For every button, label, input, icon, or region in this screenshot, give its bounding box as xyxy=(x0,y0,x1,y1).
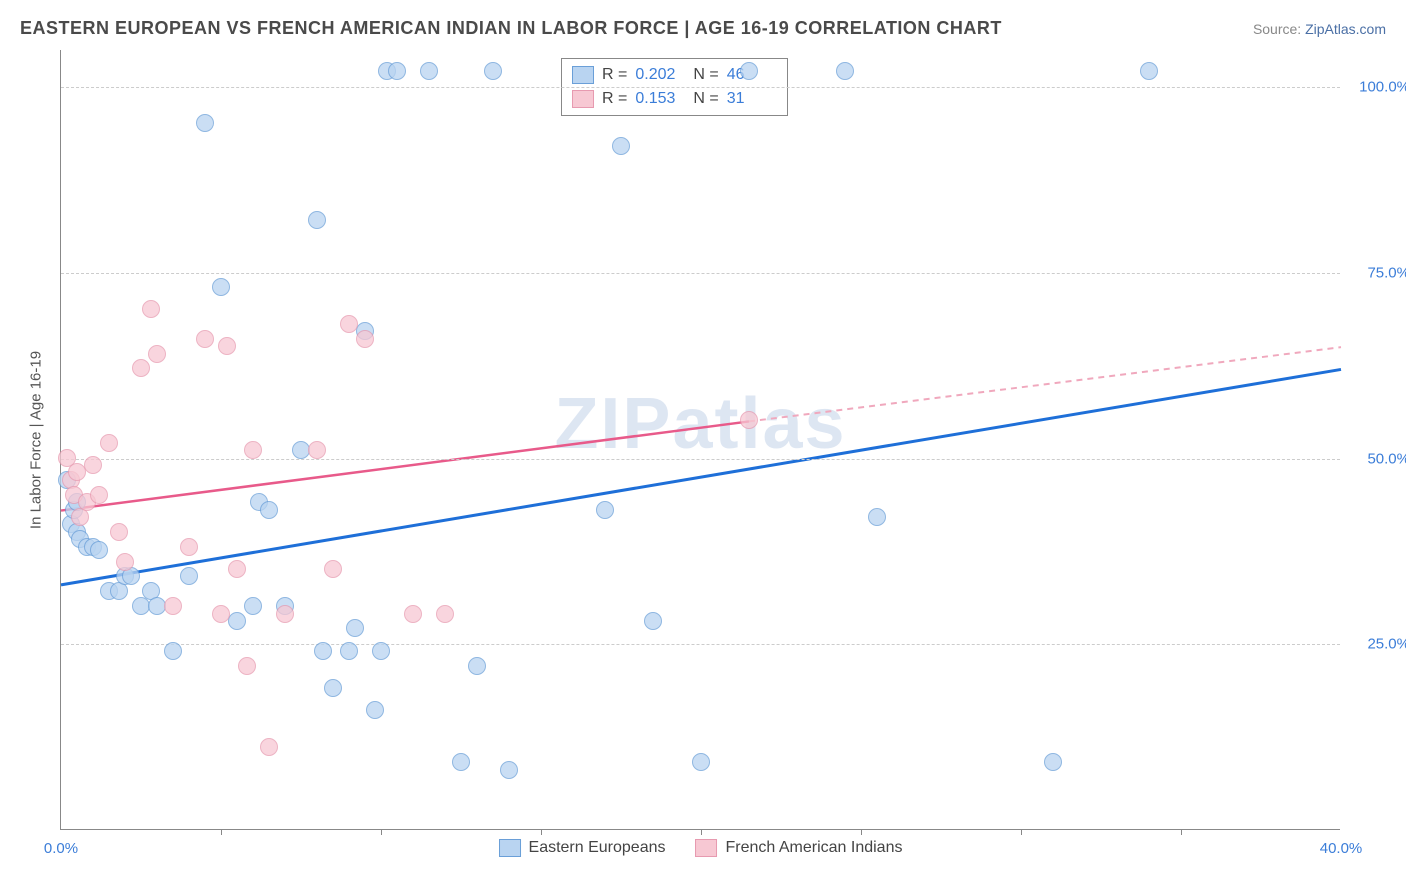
xtick-label: 0.0% xyxy=(44,840,78,857)
chart-container: In Labor Force | Age 16-19 ZIPatlas R = … xyxy=(20,50,1390,890)
data-point xyxy=(340,642,358,660)
gridline-h xyxy=(61,273,1340,274)
data-point xyxy=(484,62,502,80)
chart-title: EASTERN EUROPEAN VS FRENCH AMERICAN INDI… xyxy=(20,18,1002,39)
data-point xyxy=(356,330,374,348)
r-label: R = xyxy=(602,66,627,84)
data-point xyxy=(452,753,470,771)
data-point xyxy=(164,597,182,615)
data-point xyxy=(366,701,384,719)
data-point xyxy=(644,612,662,630)
data-point xyxy=(148,345,166,363)
data-point xyxy=(324,560,342,578)
data-point xyxy=(612,137,630,155)
data-point xyxy=(314,642,332,660)
data-point xyxy=(84,456,102,474)
data-point xyxy=(132,359,150,377)
data-point xyxy=(180,567,198,585)
trend-line xyxy=(61,421,749,510)
legend-swatch-0 xyxy=(572,66,594,84)
plot-area: In Labor Force | Age 16-19 ZIPatlas R = … xyxy=(60,50,1340,830)
ytick-label: 100.0% xyxy=(1350,79,1406,96)
xtick xyxy=(541,829,542,835)
data-point xyxy=(238,657,256,675)
data-point xyxy=(164,642,182,660)
data-point xyxy=(308,441,326,459)
gridline-h xyxy=(61,87,1340,88)
n-label: N = xyxy=(693,66,718,84)
data-point xyxy=(346,619,364,637)
data-point xyxy=(100,434,118,452)
ytick-label: 25.0% xyxy=(1350,636,1406,653)
data-point xyxy=(740,411,758,429)
data-point xyxy=(196,330,214,348)
legend-row-series-1: R = 0.153 N = 31 xyxy=(572,87,777,111)
legend-item-0: Eastern Europeans xyxy=(499,839,666,857)
xtick xyxy=(381,829,382,835)
xtick xyxy=(861,829,862,835)
data-point xyxy=(228,560,246,578)
data-point xyxy=(500,761,518,779)
xtick xyxy=(1021,829,1022,835)
data-point xyxy=(436,605,454,623)
r-value-1: 0.153 xyxy=(635,90,685,108)
data-point xyxy=(260,501,278,519)
data-point xyxy=(740,62,758,80)
r-label: R = xyxy=(602,90,627,108)
data-point xyxy=(90,486,108,504)
data-point xyxy=(596,501,614,519)
xtick xyxy=(701,829,702,835)
data-point xyxy=(1140,62,1158,80)
data-point xyxy=(228,612,246,630)
gridline-h xyxy=(61,644,1340,645)
data-point xyxy=(868,508,886,526)
ytick-label: 50.0% xyxy=(1350,450,1406,467)
legend-swatch-bottom-1 xyxy=(696,839,718,857)
y-axis-label: In Labor Force | Age 16-19 xyxy=(28,350,45,528)
n-value-1: 31 xyxy=(727,90,777,108)
n-label: N = xyxy=(693,90,718,108)
legend-swatch-1 xyxy=(572,90,594,108)
data-point xyxy=(692,753,710,771)
xtick-label: 40.0% xyxy=(1320,840,1363,857)
source-link[interactable]: ZipAtlas.com xyxy=(1305,21,1386,37)
data-point xyxy=(276,605,294,623)
xtick xyxy=(221,829,222,835)
legend-label-1: French American Indians xyxy=(726,839,903,857)
legend-swatch-bottom-0 xyxy=(499,839,521,857)
data-point xyxy=(244,597,262,615)
data-point xyxy=(340,315,358,333)
data-point xyxy=(260,738,278,756)
xtick xyxy=(1181,829,1182,835)
data-point xyxy=(404,605,422,623)
data-point xyxy=(468,657,486,675)
data-point xyxy=(110,523,128,541)
trend-line xyxy=(61,369,1341,584)
data-point xyxy=(90,541,108,559)
legend-label-0: Eastern Europeans xyxy=(529,839,666,857)
chart-header: EASTERN EUROPEAN VS FRENCH AMERICAN INDI… xyxy=(20,18,1386,39)
legend-item-1: French American Indians xyxy=(696,839,903,857)
source-prefix: Source: xyxy=(1253,21,1305,37)
data-point xyxy=(372,642,390,660)
data-point xyxy=(244,441,262,459)
data-point xyxy=(196,114,214,132)
data-point xyxy=(180,538,198,556)
data-point xyxy=(116,553,134,571)
data-point xyxy=(420,62,438,80)
data-point xyxy=(836,62,854,80)
data-point xyxy=(212,278,230,296)
series-legend: Eastern Europeans French American Indian… xyxy=(499,839,903,857)
data-point xyxy=(142,300,160,318)
data-point xyxy=(324,679,342,697)
data-point xyxy=(212,605,230,623)
chart-source: Source: ZipAtlas.com xyxy=(1253,21,1386,37)
r-value-0: 0.202 xyxy=(635,66,685,84)
data-point xyxy=(218,337,236,355)
trend-lines xyxy=(61,50,1341,830)
ytick-label: 75.0% xyxy=(1350,264,1406,281)
data-point xyxy=(1044,753,1062,771)
data-point xyxy=(388,62,406,80)
data-point xyxy=(308,211,326,229)
